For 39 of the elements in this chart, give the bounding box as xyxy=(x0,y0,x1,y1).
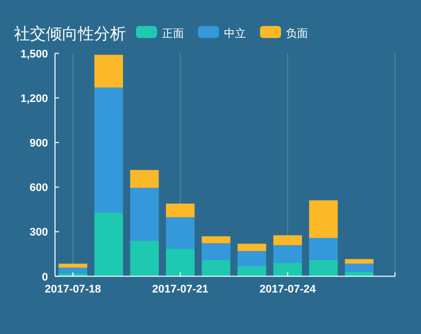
bar xyxy=(273,245,302,263)
bar xyxy=(58,268,88,274)
legend-label: 中立 xyxy=(224,27,246,40)
bar xyxy=(58,264,88,268)
bar xyxy=(130,188,159,241)
bar xyxy=(202,236,230,244)
bar xyxy=(202,243,230,260)
bar xyxy=(202,260,230,276)
bar xyxy=(273,235,302,246)
bar xyxy=(166,248,195,276)
x-tick-label: 2017-07-21 xyxy=(152,283,208,296)
bar xyxy=(94,212,123,276)
chart-title: 社交倾向性分析 xyxy=(14,25,126,43)
bar xyxy=(166,217,195,249)
bar xyxy=(309,238,338,260)
bar xyxy=(238,244,266,252)
bar xyxy=(130,240,159,276)
y-tick-label: 0 xyxy=(42,271,48,284)
bar xyxy=(309,200,338,238)
y-tick-label: 1,500 xyxy=(20,48,48,60)
bar xyxy=(238,251,266,266)
bar xyxy=(344,264,374,272)
bar xyxy=(238,266,266,276)
bar xyxy=(94,87,123,212)
x-tick-label: 2017-07-18 xyxy=(44,283,102,296)
y-tick-label: 1,200 xyxy=(20,92,48,105)
y-tick-label: 300 xyxy=(30,226,48,239)
x-tick-label: 2017-07-24 xyxy=(259,283,317,296)
bar xyxy=(344,259,374,264)
bar xyxy=(130,170,159,188)
bar xyxy=(273,262,302,276)
legend-label: 正面 xyxy=(162,28,184,40)
y-tick-label: 900 xyxy=(30,138,48,150)
legend-label: 负面 xyxy=(286,28,308,40)
y-tick-label: 600 xyxy=(30,182,48,194)
bar xyxy=(94,54,123,88)
bar xyxy=(166,204,195,218)
bar xyxy=(309,260,338,276)
bar xyxy=(344,272,374,276)
